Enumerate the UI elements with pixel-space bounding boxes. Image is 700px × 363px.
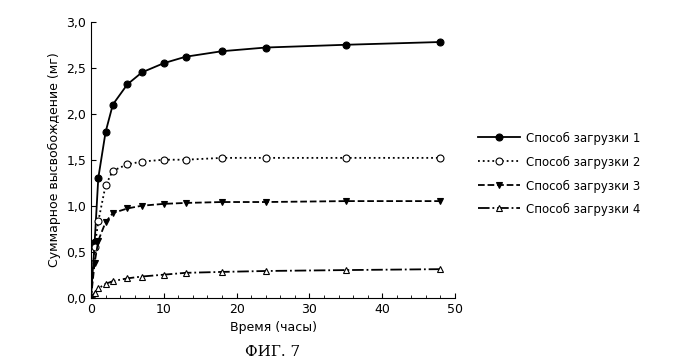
Способ загрузки 3 bbox=[102, 220, 110, 224]
Text: ФИГ. 7: ФИГ. 7 bbox=[246, 345, 300, 359]
Способ загрузки 1 bbox=[138, 70, 146, 74]
Способ загрузки 4 bbox=[102, 282, 110, 286]
Способ загрузки 3 bbox=[108, 211, 117, 215]
Способ загрузки 2 bbox=[342, 156, 350, 160]
Способ загрузки 1 bbox=[87, 295, 95, 300]
Способ загрузки 1 bbox=[181, 54, 190, 59]
Способ загрузки 2 bbox=[87, 295, 95, 300]
Способ загрузки 1 bbox=[436, 40, 445, 44]
Способ загрузки 4 bbox=[87, 295, 95, 300]
Способ загрузки 4 bbox=[90, 291, 99, 295]
Способ загрузки 4 bbox=[436, 267, 445, 271]
Способ загрузки 3 bbox=[436, 199, 445, 203]
Способ загрузки 1 bbox=[160, 61, 168, 65]
Line: Способ загрузки 1: Способ загрузки 1 bbox=[88, 38, 444, 301]
Способ загрузки 2 bbox=[218, 156, 226, 160]
Способ загрузки 2 bbox=[102, 183, 110, 188]
Способ загрузки 3 bbox=[90, 261, 99, 265]
Y-axis label: Суммарное высвобождение (мг): Суммарное высвобождение (мг) bbox=[48, 52, 61, 267]
Способ загрузки 2 bbox=[262, 156, 270, 160]
Line: Способ загрузки 2: Способ загрузки 2 bbox=[88, 154, 444, 301]
Способ загрузки 4 bbox=[342, 268, 350, 272]
Способ загрузки 3 bbox=[160, 202, 168, 206]
Способ загрузки 3 bbox=[181, 201, 190, 205]
Способ загрузки 3 bbox=[262, 200, 270, 204]
Способ загрузки 4 bbox=[218, 270, 226, 274]
Способ загрузки 2 bbox=[94, 219, 102, 224]
Способ загрузки 3 bbox=[87, 295, 95, 300]
Способ загрузки 3 bbox=[218, 200, 226, 204]
Способ загрузки 3 bbox=[94, 238, 102, 243]
Способ загрузки 2 bbox=[138, 159, 146, 164]
Способ загрузки 4 bbox=[108, 279, 117, 283]
Способ загрузки 1 bbox=[342, 42, 350, 47]
Line: Способ загрузки 4: Способ загрузки 4 bbox=[88, 266, 444, 301]
Способ загрузки 2 bbox=[160, 158, 168, 162]
Способ загрузки 4 bbox=[160, 273, 168, 277]
Способ загрузки 2 bbox=[123, 162, 132, 167]
X-axis label: Время (часы): Время (часы) bbox=[230, 321, 316, 334]
Способ загрузки 4 bbox=[138, 274, 146, 279]
Способ загрузки 4 bbox=[262, 269, 270, 273]
Способ загрузки 2 bbox=[90, 245, 99, 249]
Способ загрузки 4 bbox=[123, 276, 132, 281]
Способ загрузки 1 bbox=[90, 240, 99, 245]
Способ загрузки 2 bbox=[181, 158, 190, 162]
Способ загрузки 1 bbox=[218, 49, 226, 53]
Способ загрузки 1 bbox=[123, 82, 132, 86]
Способ загрузки 4 bbox=[181, 271, 190, 275]
Способ загрузки 1 bbox=[94, 176, 102, 180]
Способ загрузки 1 bbox=[102, 130, 110, 134]
Способ загрузки 2 bbox=[436, 156, 445, 160]
Line: Способ загрузки 3: Способ загрузки 3 bbox=[88, 197, 444, 301]
Способ загрузки 4 bbox=[94, 286, 102, 291]
Способ загрузки 2 bbox=[108, 168, 117, 173]
Способ загрузки 3 bbox=[342, 199, 350, 203]
Способ загрузки 1 bbox=[108, 102, 117, 107]
Способ загрузки 3 bbox=[123, 206, 132, 211]
Способ загрузки 3 bbox=[138, 204, 146, 208]
Способ загрузки 1 bbox=[262, 45, 270, 50]
Legend: Способ загрузки 1, Способ загрузки 2, Способ загрузки 3, Способ загрузки 4: Способ загрузки 1, Способ загрузки 2, Сп… bbox=[475, 129, 643, 220]
